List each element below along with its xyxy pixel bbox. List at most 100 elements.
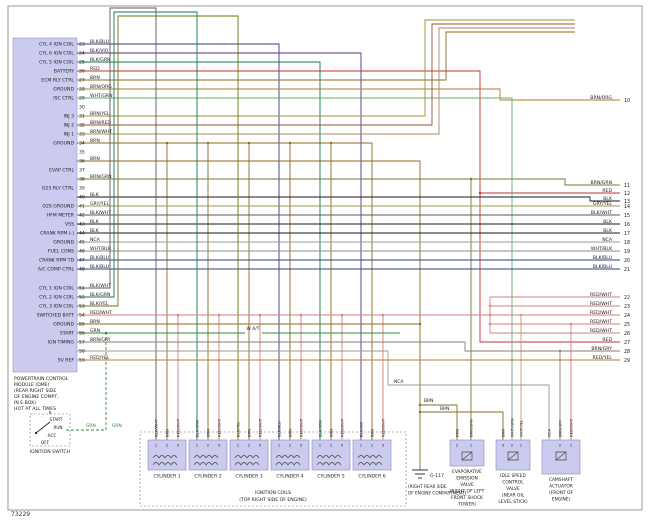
coil-pin-number: 2 <box>330 443 333 448</box>
pin-number-46: 46 <box>79 249 85 255</box>
edge-number-14: 14 <box>624 204 630 210</box>
wire-whtgrn-7 <box>77 97 513 440</box>
wire-nca-55 <box>77 350 550 440</box>
wire-color-29: WHT/GRN <box>90 93 113 99</box>
coil-wire-label: RED/WHT <box>381 418 386 437</box>
edge-number-29: 29 <box>624 358 630 364</box>
coil-box-6 <box>352 439 392 471</box>
pin-number-37: 37 <box>79 168 85 174</box>
pin-label-39: O2S RLY CTRL <box>42 186 75 192</box>
pin-number-36: 36 <box>79 159 85 165</box>
wire-color-42: BLK/WHT <box>90 210 111 216</box>
float-note: BRN <box>424 398 433 404</box>
junction-dot <box>569 322 573 326</box>
edge-color-13: BLK <box>603 196 613 202</box>
pin-label-44: CRANK RPM (-) <box>40 231 74 237</box>
wire-grn-52 <box>66 333 107 431</box>
edge-number-23: 23 <box>624 304 630 310</box>
coil-name-5: CYLINDER 5 <box>317 474 344 480</box>
camshaft-actuator-icon <box>555 451 567 461</box>
ground-caption: (RIGHT REAR SIDE <box>408 484 447 489</box>
coil-pin-number: 2 <box>166 443 169 448</box>
pin-number-23: 23 <box>79 42 85 48</box>
edge-number-13: 13 <box>624 199 630 205</box>
pin-number-40: 40 <box>79 195 85 201</box>
junction-dot <box>469 177 473 181</box>
pin-number-25: 25 <box>79 60 85 66</box>
pin-label-34: GROUND <box>53 141 74 147</box>
switch-position-acc: ACC <box>48 433 57 438</box>
pin-label-31: INJ 3 <box>63 114 74 120</box>
edge-number-15: 15 <box>624 213 630 219</box>
coil-wire-label: BRN <box>288 429 293 437</box>
wire-color-36: BRN <box>90 156 100 162</box>
pin-label-47: CRANK RPM TD <box>39 258 74 264</box>
camshaft-actuator-caption: ACTUATOR <box>549 484 573 490</box>
coil-pin-number: 3 <box>382 443 385 448</box>
coil-wire-label: BLK/GRN <box>318 420 323 437</box>
edge-color-10: BRN/ORG <box>590 95 612 101</box>
pin-number-47: 47 <box>79 258 85 264</box>
edge-color-20: BLK/BLU <box>593 255 612 261</box>
pin-number-34: 34 <box>79 141 85 147</box>
dme-caption-line: POWERTRAIN CONTROL <box>14 376 69 382</box>
coil-pin-number: 1 <box>360 443 363 448</box>
pin-label-55: GROUND <box>53 322 74 328</box>
edge-number-22: 22 <box>624 295 630 301</box>
ground-name: G-117 <box>430 473 444 479</box>
camshaft-actuator-box <box>541 439 581 475</box>
ignition-switch-box[interactable] <box>29 413 71 447</box>
wire-color-40: BLK <box>90 192 100 198</box>
pin-number-54: 54 <box>79 313 85 319</box>
junction-dot <box>176 313 180 317</box>
junction-dot <box>104 331 108 335</box>
coil-wire-label: BRN <box>165 429 170 437</box>
evap-valve-wire-label: BRN <box>455 429 460 437</box>
coil-wire-label: RED/WHT <box>217 418 222 437</box>
ground-symbol <box>412 469 428 479</box>
pin-number-51: 51 <box>79 286 85 292</box>
coil-wire-label: BRN <box>206 429 211 437</box>
idle-speed-valve-pin-number: 2 <box>511 443 514 448</box>
pin-label-56: START <box>60 331 74 337</box>
evap-valve-caption: TOWER) <box>457 502 476 508</box>
dme-caption-line: OF ENGINE COMPT, <box>14 394 59 400</box>
idle-speed-valve-caption: VALVE <box>506 486 520 492</box>
junction-dot <box>488 313 492 317</box>
edge-color-21: BLK/BLU <box>593 264 612 270</box>
pin-number-39: 39 <box>79 186 85 192</box>
junction-dot <box>418 410 422 414</box>
wire-color-31: BRN/YEL <box>90 111 110 117</box>
hot-at-all-times-label: HOT AT ALL TIMES <box>14 406 56 412</box>
junction-dot <box>340 313 344 317</box>
pin-number-38: 38 <box>79 177 85 183</box>
dme-caption-line: MODULE (DME) <box>14 382 50 388</box>
wire-color-28: BRN/ORG <box>90 84 112 90</box>
camshaft-actuator-caption: CAMSHAFT <box>549 477 573 483</box>
coil-wire-label: BRN <box>247 429 252 437</box>
edge-number-17: 17 <box>624 231 630 237</box>
wire-color-47: BLK/BLU <box>90 255 109 261</box>
junction-dot <box>258 313 262 317</box>
coil-wire-label: BLK/YEL <box>236 421 241 437</box>
coil-pin-number: 3 <box>259 443 262 448</box>
edge-color-17: BLK <box>603 228 613 234</box>
coil-wire-label: BLK/WHT <box>154 419 159 437</box>
float-note: W A/T <box>247 326 260 332</box>
coil-pin-number: 1 <box>319 443 322 448</box>
wire-brngrn-21 <box>77 178 620 186</box>
wire-color-26: RED <box>90 66 100 72</box>
camshaft-actuator-caption: (FRONT OF <box>549 490 574 496</box>
pin-number-43: 43 <box>79 222 85 228</box>
coil-pin-number: 3 <box>300 443 303 448</box>
coil-group-outline <box>139 431 407 507</box>
pin-label-46: FUEL CONS <box>48 249 74 255</box>
wire-color-51: BLK/WHT <box>90 283 111 289</box>
edge-number-26: 26 <box>624 331 630 337</box>
wire-brnwht-10 <box>77 27 575 135</box>
edge-number-10: 10 <box>624 98 630 104</box>
junction-dot <box>478 191 482 195</box>
coil-name-2: CYLINDER 2 <box>194 474 221 480</box>
wire-color-43: BLK <box>90 219 100 225</box>
